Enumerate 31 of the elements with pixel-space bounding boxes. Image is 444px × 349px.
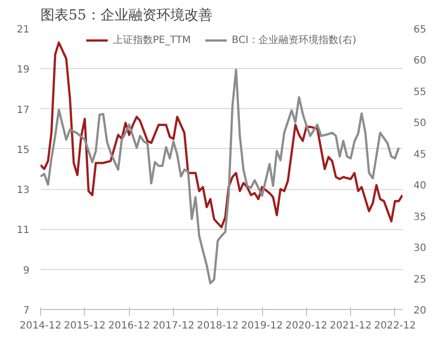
- y2-tick-label: 65: [414, 24, 426, 36]
- y-tick-label: 15: [16, 144, 30, 156]
- y2-tick-label: 40: [414, 180, 426, 192]
- y-tick-label: 9: [23, 265, 30, 276]
- x-tick-label: 2021-12: [330, 320, 372, 332]
- line-series: [40, 68, 400, 284]
- y2-tick-label: 45: [414, 149, 426, 160]
- y2-tick-label: 20: [414, 306, 426, 316]
- y-tick-label: 13: [16, 185, 30, 196]
- y-tick-label: 19: [16, 64, 30, 76]
- y2-tick-label: 30: [414, 243, 426, 254]
- x-tick-label: 2020-12: [286, 320, 328, 332]
- chart-title: 图表55：企业融资环境改善: [40, 6, 212, 24]
- y2-tick-label: 35: [414, 212, 426, 223]
- y2-tick-label: 50: [414, 118, 426, 130]
- x-tick-label: 2022-12: [374, 320, 416, 332]
- y-tick-label: 21: [16, 24, 30, 36]
- x-tick-label: 2014-12: [20, 320, 62, 332]
- x-tick-label: 2016-12: [108, 320, 150, 332]
- y2-tick-label: 25: [414, 274, 426, 286]
- y-tick-label: 7: [23, 306, 30, 316]
- y-tick-label: 17: [16, 104, 30, 116]
- x-tick-label: 2017-12: [152, 320, 194, 332]
- y2-tick-label: 60: [414, 56, 426, 67]
- x-tick-label: 2015-12: [64, 320, 106, 332]
- y2-tick-label: 55: [414, 86, 426, 98]
- x-tick-label: 2019-12: [241, 320, 283, 332]
- legend-label: 上证指数PE_TTM: [112, 34, 191, 47]
- y-tick-label: 11: [16, 225, 30, 236]
- x-tick-label: 2018-12: [196, 320, 239, 332]
- legend-label: BCI：企业融资环境指数(右): [232, 34, 356, 47]
